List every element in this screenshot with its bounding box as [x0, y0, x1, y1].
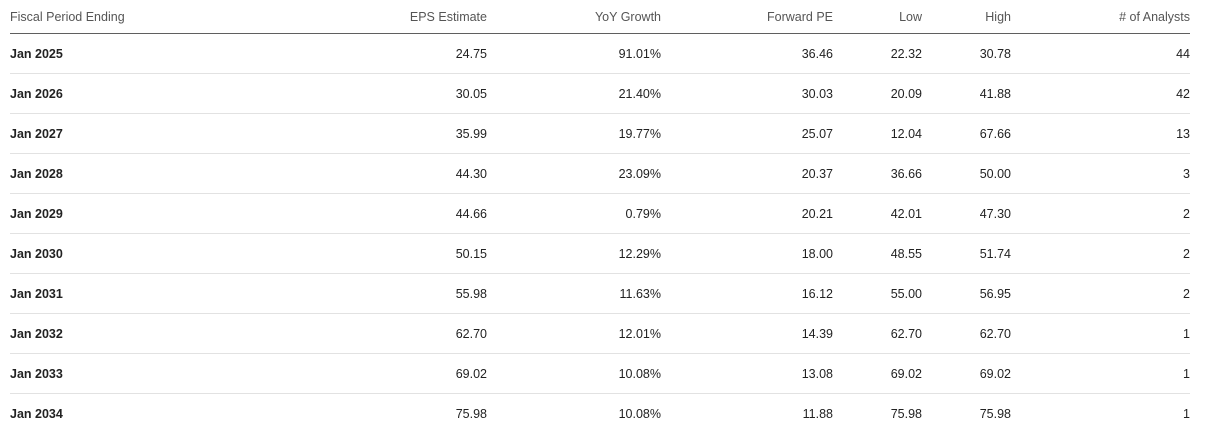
column-header-analysts[interactable]: # of Analysts [1011, 0, 1190, 34]
cell-yoy-growth: 21.40% [487, 73, 661, 114]
cell-analysts: 13 [1011, 113, 1190, 154]
cell-fiscal-period: Jan 2030 [10, 233, 250, 274]
cell-low: 42.01 [833, 193, 922, 234]
cell-low: 22.32 [833, 33, 922, 74]
cell-forward-pe: 20.37 [661, 153, 833, 194]
cell-forward-pe: 36.46 [661, 33, 833, 74]
cell-eps-estimate: 75.98 [455, 406, 487, 421]
cell-high: 50.00 [922, 153, 1011, 194]
table-row: Jan 2028 44.30 23.09% 20.37 36.66 50.00 3 [10, 153, 1190, 194]
cell-yoy-growth: 12.01% [487, 313, 661, 354]
cell-eps-estimate: 55.98 [250, 273, 487, 314]
cell-analysts: 3 [1011, 153, 1190, 194]
cell-forward-pe: 18.00 [661, 233, 833, 274]
cell-forward-pe: 13.08 [661, 353, 833, 394]
cell-high: 67.66 [922, 113, 1011, 154]
cell-forward-pe: 20.21 [661, 193, 833, 234]
cell-high: 41.88 [922, 73, 1011, 114]
cell-yoy-growth: 23.09% [487, 153, 661, 194]
cell-fiscal-period: Jan 2031 [10, 273, 250, 314]
table-row: Jan 2025 24.75 91.01% 36.46 22.32 30.78 44 [10, 33, 1190, 74]
cell-eps-estimate: 44.66 [250, 193, 487, 234]
cell-yoy-growth: 10.08% [487, 353, 661, 394]
cell-low: 69.02 [833, 353, 922, 394]
cell-fiscal-period: Jan 2025 [10, 33, 250, 74]
cell-eps-estimate: 24.75 [250, 33, 487, 74]
table-row: Jan 2027 35.99 19.77% 25.07 12.04 67.66 13 [10, 113, 1190, 154]
cell-high: 75.98 [979, 406, 1011, 421]
table-row: Jan 2029 44.66 0.79% 20.21 42.01 47.30 2 [10, 193, 1190, 234]
cell-low: 75.98 [890, 406, 922, 421]
cell-low: 12.04 [833, 113, 922, 154]
cell-high: 69.02 [922, 353, 1011, 394]
cell-forward-pe: 25.07 [661, 113, 833, 154]
cell-fiscal-period: Jan 2027 [10, 113, 250, 154]
cell-analysts: 1 [1011, 313, 1190, 354]
cell-fiscal-period: Jan 2029 [10, 193, 250, 234]
cell-yoy-growth: 10.08% [618, 406, 661, 421]
cell-analysts: 2 [1011, 193, 1190, 234]
cell-eps-estimate: 69.02 [250, 353, 487, 394]
cell-analysts: 2 [1011, 233, 1190, 274]
cell-forward-pe: 16.12 [661, 273, 833, 314]
header-row: Fiscal Period Ending EPS Estimate YoY Gr… [10, 0, 1190, 34]
table-row: Jan 2033 69.02 10.08% 13.08 69.02 69.02 1 [10, 353, 1190, 394]
cell-low: 55.00 [833, 273, 922, 314]
cell-analysts: 2 [1011, 273, 1190, 314]
cell-low: 20.09 [833, 73, 922, 114]
cell-eps-estimate: 62.70 [250, 313, 487, 354]
column-header-low[interactable]: Low [833, 0, 922, 34]
cell-high: 62.70 [922, 313, 1011, 354]
cell-analysts: 44 [1011, 33, 1190, 74]
column-header-eps-estimate[interactable]: EPS Estimate [250, 0, 487, 34]
cell-eps-estimate: 30.05 [250, 73, 487, 114]
table-row: Jan 2026 30.05 21.40% 30.03 20.09 41.88 42 [10, 73, 1190, 114]
column-header-fiscal-period[interactable]: Fiscal Period Ending [10, 0, 250, 34]
cell-high: 47.30 [922, 193, 1011, 234]
cell-yoy-growth: 11.63% [487, 273, 661, 314]
cell-analysts: 42 [1011, 73, 1190, 114]
cell-forward-pe: 30.03 [661, 73, 833, 114]
table-row: Jan 2030 50.15 12.29% 18.00 48.55 51.74 2 [10, 233, 1190, 274]
cell-fiscal-period: Jan 2028 [10, 153, 250, 194]
cell-low: 62.70 [833, 313, 922, 354]
cell-high: 30.78 [922, 33, 1011, 74]
cell-fiscal-period: Jan 2026 [10, 73, 250, 114]
cell-eps-estimate: 44.30 [250, 153, 487, 194]
column-header-forward-pe[interactable]: Forward PE [661, 0, 833, 34]
cell-yoy-growth: 12.29% [487, 233, 661, 274]
column-header-high[interactable]: High [922, 0, 1011, 34]
cell-eps-estimate: 50.15 [250, 233, 487, 274]
table-body: Jan 2025 24.75 91.01% 36.46 22.32 30.78 44 Jan … [10, 33, 1190, 429]
cell-fiscal-period: Jan 2034 [10, 406, 63, 421]
table-header: Fiscal Period Ending EPS Estimate YoY Gr… [10, 0, 1190, 34]
cell-low: 36.66 [833, 153, 922, 194]
column-header-yoy-growth[interactable]: YoY Growth [487, 0, 661, 34]
table-row: Jan 2032 62.70 12.01% 14.39 62.70 62.70 1 [10, 313, 1190, 354]
table-row: Jan 2034 75.98 10.08% 11.88 75.98 75.98 1 [10, 394, 1190, 429]
cell-analysts: 1 [1011, 353, 1190, 394]
eps-estimates-table: Fiscal Period Ending EPS Estimate YoY Gr… [10, 0, 1190, 429]
cell-yoy-growth: 91.01% [487, 33, 661, 74]
cell-low: 48.55 [833, 233, 922, 274]
table-row: Jan 2031 55.98 11.63% 16.12 55.00 56.95 2 [10, 273, 1190, 314]
cell-yoy-growth: 0.79% [487, 193, 661, 234]
cell-analysts: 1 [1183, 406, 1190, 421]
cell-forward-pe: 11.88 [802, 406, 833, 421]
cell-high: 56.95 [922, 273, 1011, 314]
cell-eps-estimate: 35.99 [250, 113, 487, 154]
cell-yoy-growth: 19.77% [487, 113, 661, 154]
cell-forward-pe: 14.39 [661, 313, 833, 354]
cell-fiscal-period: Jan 2032 [10, 313, 250, 354]
cell-fiscal-period: Jan 2033 [10, 353, 250, 394]
cell-high: 51.74 [922, 233, 1011, 274]
